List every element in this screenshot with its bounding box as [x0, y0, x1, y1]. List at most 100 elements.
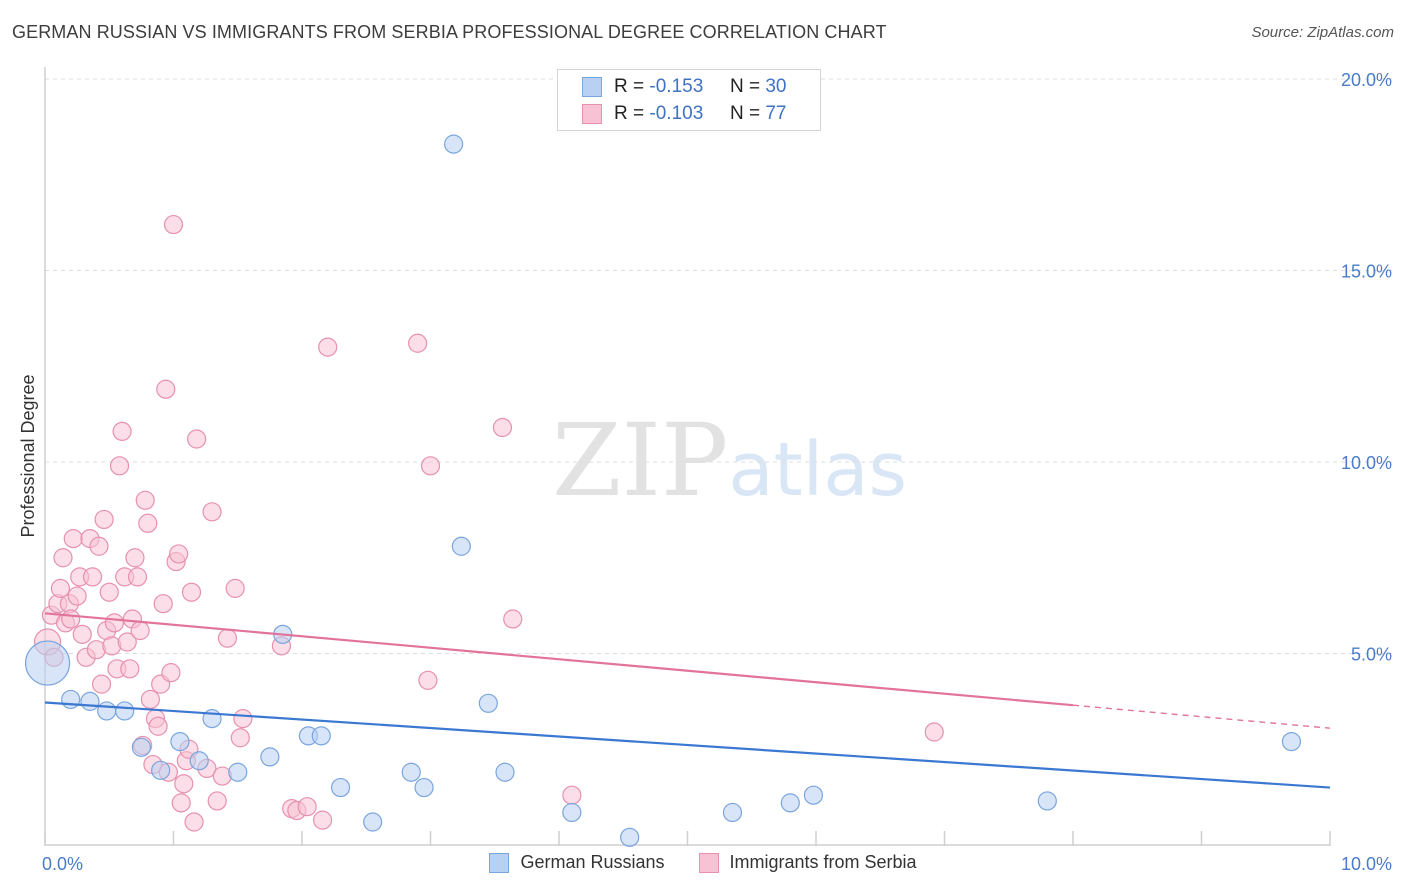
data-point-immigrants-from-serbia [117, 632, 137, 652]
y-axis-label: Professional Degree [18, 374, 38, 537]
data-point-german-russians [80, 691, 100, 711]
data-point-immigrants-from-serbia [148, 716, 168, 736]
axes [44, 67, 1331, 846]
data-point-immigrants-from-serbia [61, 609, 81, 629]
y-tick-label: 10.0% [1341, 453, 1392, 473]
legend-label-german-russians: German Russians [520, 852, 665, 872]
legend-swatch-pink [582, 104, 602, 124]
data-point-immigrants-from-serbia [169, 544, 189, 564]
data-point-immigrants-from-serbia [140, 689, 160, 710]
legend-swatch-blue [489, 852, 510, 873]
legend-item-german-russians[interactable]: German Russians [489, 852, 665, 873]
data-point-immigrants-from-serbia [125, 548, 145, 568]
data-point-immigrants-from-serbia [171, 793, 191, 813]
data-point-german-russians [170, 731, 190, 752]
legend-swatch-pink [698, 852, 719, 873]
data-point-immigrants-from-serbia [99, 582, 119, 602]
legend-r-label: R = [614, 103, 645, 124]
x-tick-label: 10.0% [1341, 854, 1392, 874]
data-point-immigrants-from-serbia [72, 624, 92, 644]
data-point-immigrants-from-serbia [153, 594, 173, 614]
data-point-german-russians [115, 701, 135, 721]
data-point-german-russians [478, 693, 498, 713]
data-point-immigrants-from-serbia [53, 548, 73, 568]
data-point-immigrants-from-serbia [82, 567, 103, 587]
data-point-immigrants-from-serbia [94, 509, 114, 530]
data-point-immigrants-from-serbia [202, 502, 222, 522]
data-point-german-russians [722, 802, 743, 823]
series-immigrants-from-serbia [33, 214, 944, 832]
data-point-immigrants-from-serbia [418, 670, 438, 690]
data-point-german-russians [780, 793, 800, 813]
data-point-immigrants-from-serbia [184, 812, 204, 832]
data-point-german-russians [189, 751, 209, 771]
data-point-immigrants-from-serbia [408, 333, 428, 353]
data-point-immigrants-from-serbia [181, 582, 202, 602]
data-point-immigrants-from-serbia [91, 674, 112, 694]
series-legend: German Russians Immigrants from Serbia [0, 852, 1406, 873]
data-point-immigrants-from-serbia [63, 528, 83, 549]
legend-swatch-blue [582, 77, 602, 97]
legend-label-immigrants-from-serbia: Immigrants from Serbia [729, 852, 917, 872]
data-point-german-russians [444, 134, 464, 154]
watermark-atlas: atlas [728, 427, 908, 513]
data-point-immigrants-from-serbia [104, 613, 124, 633]
legend-item-immigrants-from-serbia[interactable]: Immigrants from Serbia [698, 852, 917, 873]
data-point-immigrants-from-serbia [67, 586, 87, 606]
trend-line-immigrants-from-serbia-extension [1072, 704, 1331, 729]
data-point-german-russians [620, 827, 640, 847]
y-tick-label: 15.0% [1341, 262, 1392, 282]
data-point-german-russians [562, 802, 582, 823]
data-point-german-russians [1037, 791, 1057, 811]
data-point-immigrants-from-serbia [138, 513, 158, 533]
trend-line-german-russians [44, 701, 1331, 789]
data-point-german-russians [131, 737, 151, 757]
data-point-immigrants-from-serbia [89, 536, 109, 556]
data-point-german-russians [401, 762, 421, 782]
trend-lines [44, 612, 1331, 789]
legend-r-value: -0.103 [649, 103, 704, 124]
data-point-immigrants-from-serbia [562, 785, 582, 805]
tick-labels: 5.0% 10.0% 15.0% 20.0% 0.0% 10.0% [42, 70, 1392, 874]
data-point-german-russians [803, 785, 824, 805]
data-point-german-russians [260, 747, 280, 767]
data-point-german-russians [414, 777, 434, 798]
data-point-german-russians [363, 812, 383, 832]
data-point-immigrants-from-serbia [225, 578, 245, 598]
data-point-immigrants-from-serbia [312, 810, 333, 830]
data-point-german-russians [228, 762, 248, 782]
data-point-german-russians [311, 726, 331, 746]
gridlines [45, 78, 1392, 654]
chart-source: Source: ZipAtlas.com [1251, 24, 1394, 41]
legend-n-label: N = [729, 76, 761, 97]
data-point-immigrants-from-serbia [135, 490, 155, 510]
data-point-immigrants-from-serbia [492, 417, 513, 438]
data-point-immigrants-from-serbia [120, 659, 140, 679]
data-point-german-russians [451, 536, 471, 556]
data-point-immigrants-from-serbia [161, 663, 181, 683]
data-point-immigrants-from-serbia [109, 456, 130, 476]
legend-n-label: N = [729, 103, 761, 124]
data-point-german-russians [1281, 731, 1302, 752]
legend-n-value: 77 [765, 103, 787, 124]
y-tick-label: 20.0% [1341, 70, 1392, 90]
legend-row-immigrants-from-serbia: R = -0.103 N = 77 [582, 101, 786, 127]
data-point-immigrants-from-serbia [297, 797, 317, 817]
data-point-immigrants-from-serbia [174, 774, 194, 794]
data-point-german-russians [97, 701, 117, 721]
legend-r-label: R = [614, 76, 645, 97]
data-point-immigrants-from-serbia [50, 578, 71, 598]
data-point-german-russians [61, 689, 81, 710]
x-tick-label: 0.0% [42, 854, 83, 874]
data-point-german-russians [330, 777, 351, 798]
data-point-immigrants-from-serbia [112, 421, 132, 441]
data-point-immigrants-from-serbia [230, 728, 250, 748]
data-point-immigrants-from-serbia [163, 214, 184, 235]
legend-row-german-russians: R = -0.153 N = 30 [582, 74, 786, 100]
data-point-german-russians [151, 760, 171, 780]
stats-legend: R = -0.153 N = 30 R = -0.103 N = 77 [557, 69, 821, 131]
chart-title: GERMAN RUSSIAN VS IMMIGRANTS FROM SERBIA… [12, 22, 887, 42]
series-german-russians [24, 134, 1302, 847]
data-point-german-russians [495, 762, 515, 782]
